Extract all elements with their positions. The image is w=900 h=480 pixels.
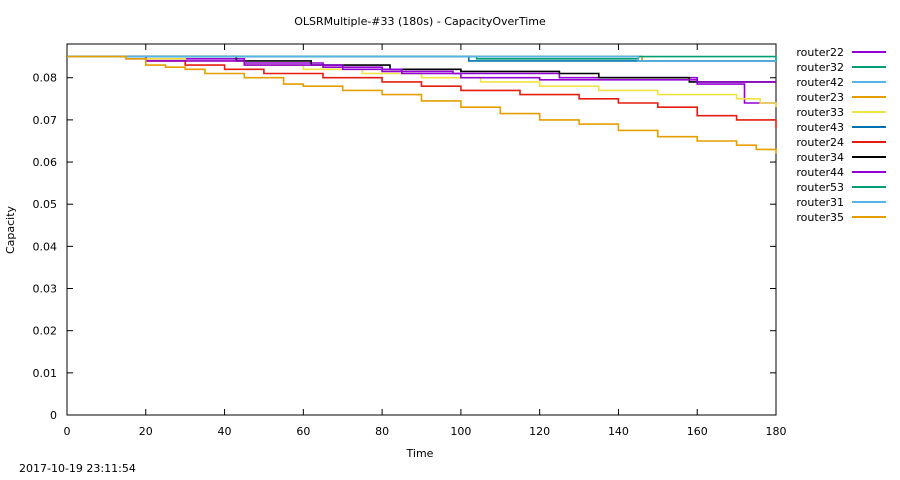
y-tick-label: 0.01 — [33, 367, 58, 380]
legend-label: router42 — [796, 76, 844, 89]
y-tick-label: 0.06 — [33, 156, 58, 169]
legend-label: router24 — [796, 136, 844, 149]
y-tick-label: 0.08 — [33, 72, 58, 85]
y-tick-label: 0 — [50, 409, 57, 422]
x-tick-label: 120 — [529, 425, 550, 438]
y-axis-label: Capacity — [4, 205, 17, 254]
series-lines — [67, 55, 777, 154]
timestamp: 2017-10-19 23:11:54 — [19, 462, 136, 475]
legend-label: router31 — [796, 196, 844, 209]
x-axis-label: Time — [406, 447, 434, 460]
y-tick-label: 0.05 — [33, 198, 58, 211]
x-tick-label: 60 — [296, 425, 310, 438]
x-tick-label: 80 — [375, 425, 389, 438]
legend-label: router53 — [796, 181, 844, 194]
series-line-router34 — [67, 55, 776, 83]
legend-label: router22 — [796, 46, 844, 59]
x-tick-label: 20 — [139, 425, 153, 438]
y-axis: 0 0.01 0.02 0.03 0.04 0.05 0.06 0.07 0.08 — [33, 72, 776, 422]
legend-label: router33 — [796, 106, 844, 119]
x-tick-label: 140 — [608, 425, 629, 438]
series-line-router35 — [67, 55, 777, 154]
y-tick-label: 0.07 — [33, 114, 58, 127]
y-tick-label: 0.02 — [33, 325, 58, 338]
x-tick-label: 40 — [218, 425, 232, 438]
legend-label: router44 — [796, 166, 844, 179]
x-axis: 0 20 40 60 80 100 120 140 160 180 — [64, 44, 787, 438]
legend-label: router32 — [796, 61, 844, 74]
series-line-router31 — [67, 55, 776, 62]
x-tick-label: 160 — [687, 425, 708, 438]
x-tick-label: 100 — [450, 425, 471, 438]
x-tick-label: 180 — [766, 425, 787, 438]
plot-frame — [66, 43, 777, 416]
series-line-router24 — [67, 55, 777, 129]
legend-label: router34 — [796, 151, 844, 164]
x-tick-label: 0 — [64, 425, 71, 438]
legend: router22 router32 router42 router23 router33… — [796, 46, 886, 224]
chart-title: OLSRMultiple-#33 (180s) - CapacityOverTi… — [294, 15, 546, 28]
legend-label: router35 — [796, 211, 844, 224]
y-tick-label: 0.03 — [33, 283, 58, 296]
legend-label: router23 — [796, 91, 844, 104]
y-tick-label: 0.04 — [33, 240, 58, 253]
series-line-router33 — [67, 55, 777, 108]
legend-label: router43 — [796, 121, 844, 134]
